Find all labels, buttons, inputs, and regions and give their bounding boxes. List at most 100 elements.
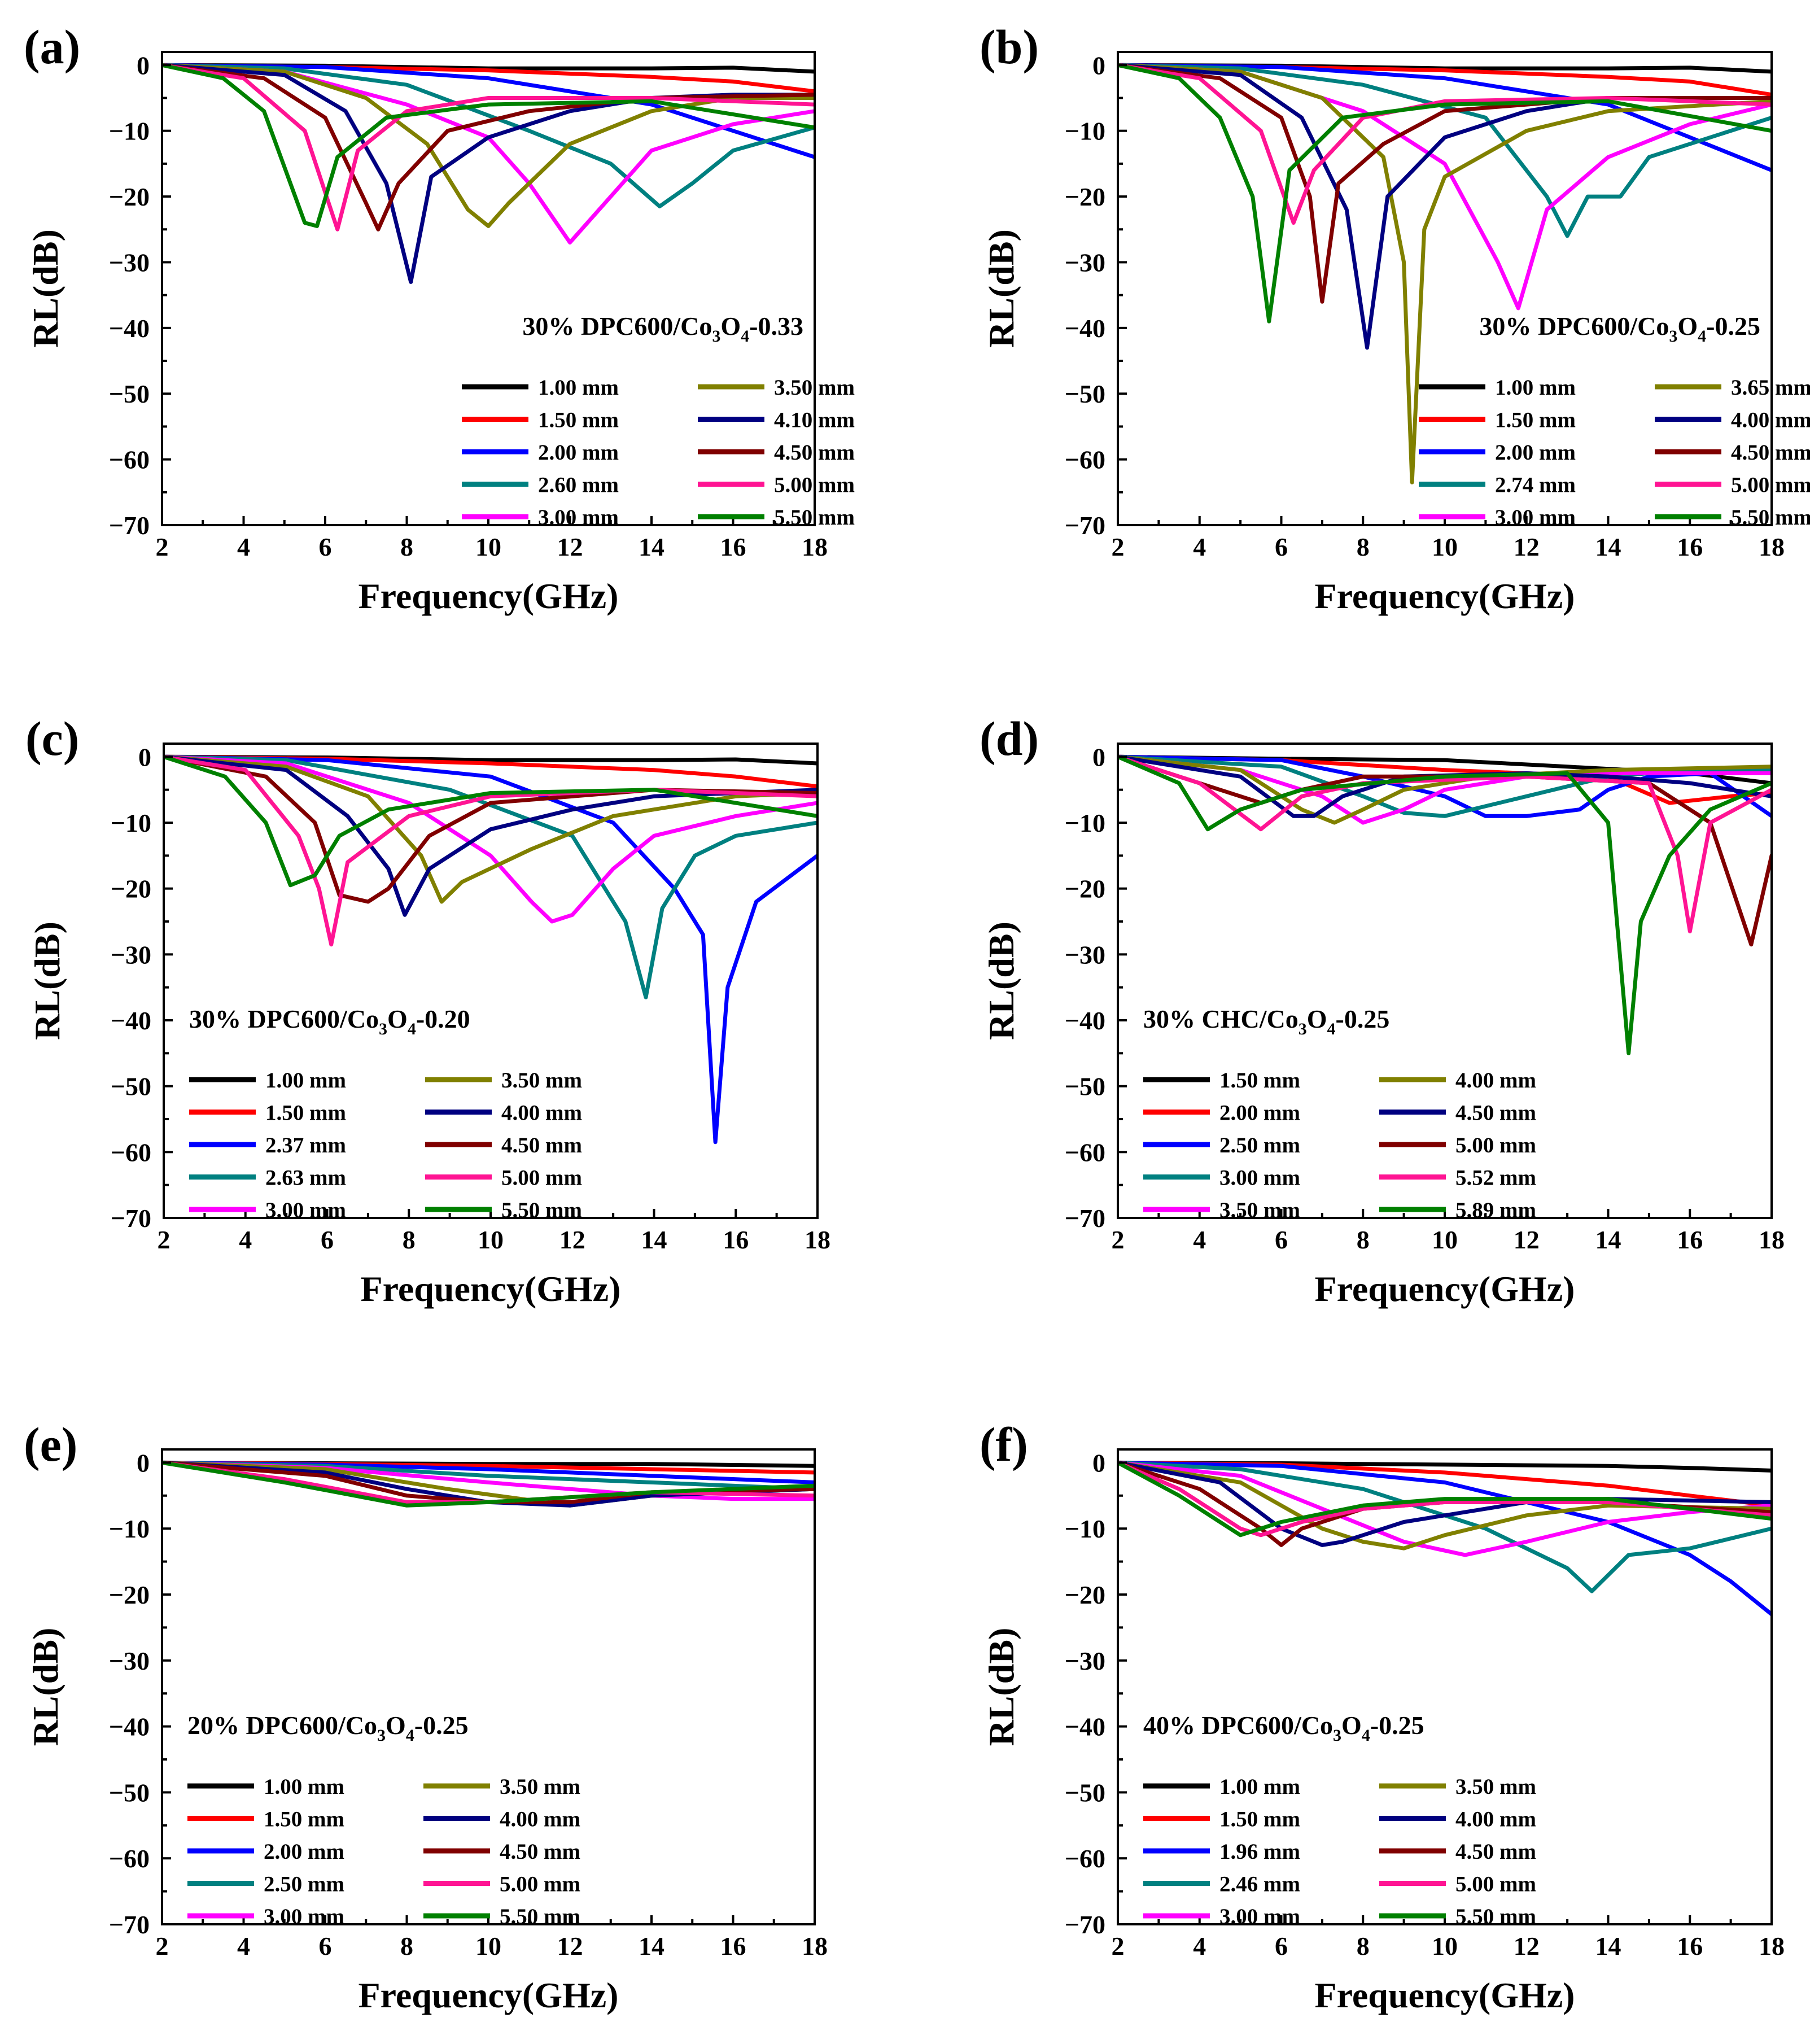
x-tick-label: 14 — [641, 1225, 667, 1254]
y-tick-label: −60 — [109, 446, 150, 474]
y-tick-label: −10 — [109, 1514, 150, 1543]
series-line-5-50-mm — [164, 754, 817, 888]
legend-label: 1.50 mm — [1219, 1068, 1300, 1093]
legend-label: 4.00 mm — [500, 1807, 580, 1832]
y-axis-title: RL(dB) — [25, 1628, 65, 1746]
legend-title-text: 30% DPC600/Co — [189, 1004, 379, 1033]
x-tick-label: 8 — [400, 1932, 413, 1960]
legend-title-text: O — [1677, 312, 1698, 340]
legend-label: 5.00 mm — [1455, 1133, 1536, 1158]
legend-title-text: 30% DPC600/Co — [1479, 312, 1669, 340]
legend-label: 3.00 mm — [1219, 1905, 1300, 1929]
series-line-5-00-mm — [164, 754, 817, 947]
y-tick-label: −10 — [111, 809, 151, 837]
legend-title: 40% DPC600/Co3O4-0.25 — [1143, 1711, 1424, 1745]
legend-label: 5.89 mm — [1455, 1198, 1536, 1222]
series-line-1-96-mm — [1118, 1460, 1772, 1617]
panel-f: (f) 2 4 6 8 10 12 14 16 18 0 −10 −20 −30 −40 −50 −60 −70 F… — [980, 1417, 1785, 2015]
legend-title-text: O — [1341, 1711, 1362, 1740]
legend-label: 3.50 mm — [501, 1068, 582, 1093]
legend-label: 1.50 mm — [265, 1101, 346, 1125]
legend-title: 20% DPC600/Co3O4-0.25 — [187, 1711, 469, 1745]
panel-letter: (d) — [980, 711, 1039, 766]
x-tick-label: 10 — [478, 1225, 504, 1254]
x-tick-label: 6 — [319, 532, 332, 561]
x-axis-title: Frequency(GHz) — [361, 1269, 621, 1309]
x-tick-label: 18 — [805, 1225, 830, 1254]
legend-title-subscript: 4 — [1362, 1726, 1370, 1745]
x-tick-label: 14 — [639, 532, 664, 561]
x-tick-label: 12 — [559, 1225, 585, 1254]
y-tick-label: −50 — [111, 1072, 151, 1101]
series-line-5-52-mm — [1118, 754, 1772, 933]
legend-title-text: O — [387, 1004, 408, 1033]
y-tick-label: −60 — [109, 1844, 150, 1873]
y-tick-label: −40 — [1065, 314, 1105, 343]
series-line-5-00-mm — [162, 63, 815, 232]
x-tick-label: 4 — [1193, 532, 1206, 561]
series-line-3-00-mm — [1118, 1460, 1772, 1557]
legend-label: 3.65 mm — [1731, 375, 1810, 400]
x-tick-label: 16 — [723, 1225, 749, 1254]
legend-label: 5.50 mm — [1731, 505, 1810, 530]
legend-label: 5.00 mm — [774, 473, 855, 497]
legend-title-text: 20% DPC600/Co — [187, 1711, 377, 1740]
x-tick-label: 4 — [237, 532, 250, 561]
panel-c: (c) 2 4 6 8 10 12 14 16 18 0 −10 −20 −30 −40 −50 −60 −70 F… — [25, 711, 830, 1309]
legend-label: 2.60 mm — [538, 473, 619, 497]
y-axis-title: RL(dB) — [27, 921, 67, 1040]
x-tick-label: 2 — [156, 532, 169, 561]
series-line-3-00-mm — [164, 754, 817, 924]
y-tick-label: 0 — [137, 1448, 150, 1477]
y-tick-label: −30 — [109, 1646, 150, 1675]
legend-label: 4.00 mm — [1455, 1807, 1536, 1832]
legend-label: 4.50 mm — [1731, 440, 1810, 465]
y-axis-title: RL(dB) — [981, 229, 1021, 348]
legend-title-text: O — [1307, 1004, 1327, 1033]
y-tick-label: −50 — [109, 1778, 150, 1807]
x-tick-label: 10 — [1432, 532, 1458, 561]
x-tick-label: 4 — [237, 1932, 250, 1960]
y-tick-label: 0 — [1092, 51, 1105, 80]
legend-label: 5.50 mm — [774, 505, 855, 530]
legend-label: 5.50 mm — [501, 1198, 582, 1222]
legend-label: 3.50 mm — [1219, 1198, 1300, 1222]
legend-title-text: 30% CHC/Co — [1143, 1004, 1299, 1033]
legend-label: 3.00 mm — [1219, 1166, 1300, 1190]
legend-title-text: -0.25 — [1370, 1711, 1424, 1740]
x-tick-label: 14 — [1595, 1225, 1621, 1254]
x-tick-label: 8 — [403, 1225, 416, 1254]
y-tick-label: −60 — [1065, 446, 1105, 474]
panel-letter: (b) — [980, 20, 1039, 74]
legend-title-subscript: 3 — [377, 1726, 386, 1745]
legend-title: 30% CHC/Co3O4-0.25 — [1143, 1004, 1389, 1038]
x-tick-label: 8 — [1357, 1932, 1370, 1960]
legend-label: 3.00 mm — [538, 505, 619, 530]
legend-title-text: 40% DPC600/Co — [1143, 1711, 1333, 1740]
legend-title-subscript: 3 — [379, 1020, 387, 1038]
series-line-5-50-mm — [1118, 63, 1772, 324]
legend-title-subscript: 4 — [408, 1020, 416, 1038]
panel-letter: (e) — [24, 1417, 77, 1471]
y-tick-label: −10 — [1065, 117, 1105, 146]
legend-label: 3.00 mm — [265, 1198, 346, 1222]
x-tick-label: 12 — [557, 532, 583, 561]
x-axis-title: Frequency(GHz) — [1315, 1975, 1575, 2015]
y-tick-label: −20 — [111, 875, 151, 903]
y-tick-label: −70 — [1065, 511, 1105, 540]
series-line-3-50-mm — [164, 754, 817, 904]
panel-letter: (f) — [980, 1417, 1028, 1471]
series-line-4-50-mm — [162, 63, 815, 232]
series-line-2-37-mm — [164, 754, 817, 1145]
legend-label: 1.00 mm — [265, 1068, 346, 1093]
x-axis-title: Frequency(GHz) — [358, 576, 619, 616]
series-group — [162, 1460, 815, 1508]
legend-title-subscript: 4 — [1698, 327, 1706, 346]
y-axis-title: RL(dB) — [25, 229, 65, 348]
legend-label: 3.00 mm — [264, 1905, 344, 1929]
series-line-3-50-mm — [1118, 754, 1772, 825]
panel-letter: (a) — [24, 20, 80, 74]
series-line-2-63-mm — [164, 754, 817, 999]
x-tick-label: 6 — [1275, 532, 1288, 561]
x-tick-label: 18 — [1759, 1225, 1785, 1254]
